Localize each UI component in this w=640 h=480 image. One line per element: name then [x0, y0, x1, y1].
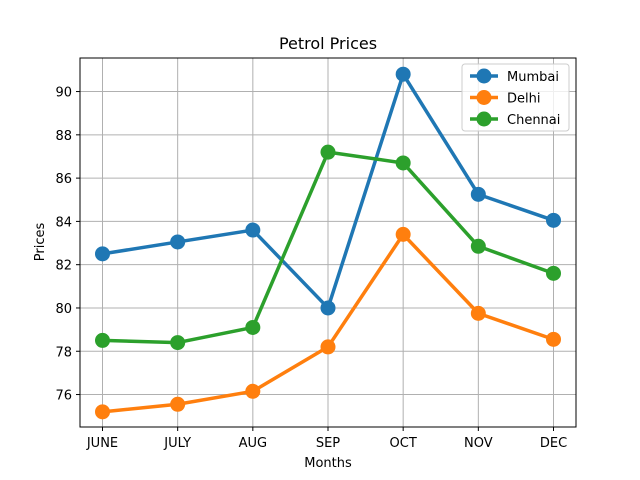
data-point-mumbai: [470, 186, 486, 202]
legend-marker-chennai: [476, 111, 492, 127]
legend-label-chennai: Chennai: [507, 113, 560, 128]
data-point-mumbai: [320, 300, 336, 316]
x-axis-label: Months: [304, 456, 352, 471]
data-point-chennai: [320, 144, 336, 160]
data-point-chennai: [170, 335, 186, 351]
data-point-chennai: [395, 155, 411, 171]
x-tick-label: OCT: [390, 436, 417, 451]
series-delhi: [95, 226, 561, 420]
chart-title: Petrol Prices: [279, 34, 377, 53]
legend-marker-mumbai: [476, 68, 492, 84]
x-tick-label: SEP: [316, 436, 340, 451]
legend-label-delhi: Delhi: [507, 92, 540, 107]
data-point-chennai: [546, 265, 561, 281]
legend: Mumbai Delhi Chennai: [461, 63, 570, 132]
data-point-delhi: [546, 331, 561, 347]
y-tick-label: 76: [55, 389, 72, 404]
data-point-chennai: [245, 319, 261, 335]
data-point-delhi: [245, 383, 261, 399]
x-axis: JUNE JULY AUG SEP OCT NOV DEC: [86, 427, 567, 451]
legend-label-mumbai: Mumbai: [507, 70, 559, 85]
data-point-delhi: [95, 404, 110, 420]
y-tick-label: 82: [55, 259, 72, 274]
x-tick-label: AUG: [239, 436, 267, 451]
data-point-chennai: [95, 332, 110, 348]
series-mumbai: [95, 66, 561, 316]
data-point-delhi: [395, 226, 411, 242]
y-tick-label: 84: [55, 215, 72, 230]
legend-marker-delhi: [476, 90, 492, 105]
y-tick-label: 80: [55, 302, 72, 317]
x-tick-label: JULY: [163, 436, 191, 451]
x-tick-label: DEC: [540, 436, 567, 451]
y-tick-label: 90: [55, 86, 72, 101]
y-tick-label: 86: [55, 172, 72, 187]
y-tick-label: 88: [55, 129, 72, 144]
y-axis: 76 78 80 82 84 86 88 90: [55, 86, 80, 404]
data-point-mumbai: [546, 212, 561, 228]
data-point-mumbai: [245, 222, 261, 238]
series-layer: [95, 66, 561, 420]
x-tick-label: JUNE: [86, 436, 118, 451]
data-point-mumbai: [395, 66, 411, 82]
data-point-delhi: [170, 396, 186, 412]
data-point-mumbai: [95, 246, 110, 262]
x-tick-label: NOV: [464, 436, 493, 451]
data-point-chennai: [470, 238, 486, 254]
data-point-delhi: [320, 339, 336, 355]
y-tick-label: 78: [55, 345, 72, 360]
data-point-mumbai: [170, 234, 186, 250]
y-axis-label: Prices: [33, 223, 48, 262]
data-point-delhi: [470, 305, 486, 321]
series-chennai: [95, 144, 561, 351]
